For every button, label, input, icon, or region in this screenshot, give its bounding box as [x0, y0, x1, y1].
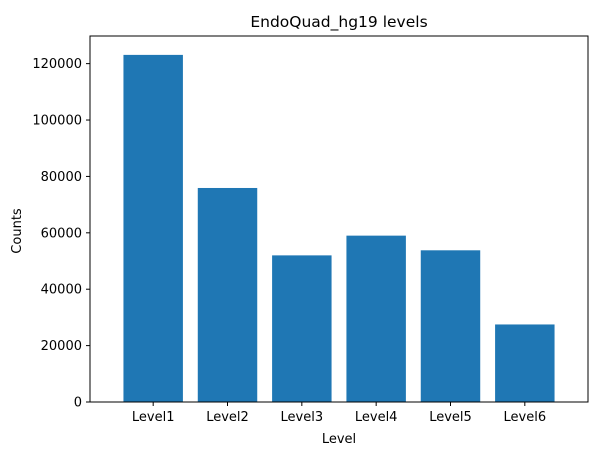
x-tick-label: Level5: [429, 410, 472, 425]
plot-frame: [89, 35, 589, 403]
bar-level1: [123, 54, 183, 402]
y-axis: 0 20000 40000 60000 80000 100000 120000: [32, 57, 90, 411]
x-tick-label: Level6: [504, 410, 547, 425]
x-tick-label: Level4: [355, 410, 398, 425]
y-tick-label: 20000: [41, 339, 82, 354]
bar-level4: [346, 235, 406, 402]
bar-level3: [272, 255, 332, 402]
bar-level5: [420, 250, 481, 402]
x-tick-label: Level3: [281, 410, 324, 425]
y-axis-label: Counts: [10, 208, 25, 254]
bar-level6: [495, 324, 555, 402]
x-axis-label: Level: [322, 432, 356, 447]
y-tick-label: 80000: [41, 170, 82, 185]
y-tick-label: 100000: [32, 114, 82, 129]
chart-title: EndoQuad_hg19 levels: [250, 13, 427, 32]
y-tick-label: 0: [74, 396, 82, 411]
y-tick-label: 120000: [32, 57, 82, 72]
y-tick-label: 60000: [41, 226, 82, 241]
x-tick-label: Level1: [132, 410, 175, 425]
x-axis: Level1 Level2 Level3 Level4 Level5 Level6: [132, 402, 546, 425]
bar-level2: [197, 187, 258, 402]
x-tick-label: Level2: [206, 410, 249, 425]
bar-group: [123, 54, 555, 402]
y-tick-label: 40000: [41, 283, 82, 298]
